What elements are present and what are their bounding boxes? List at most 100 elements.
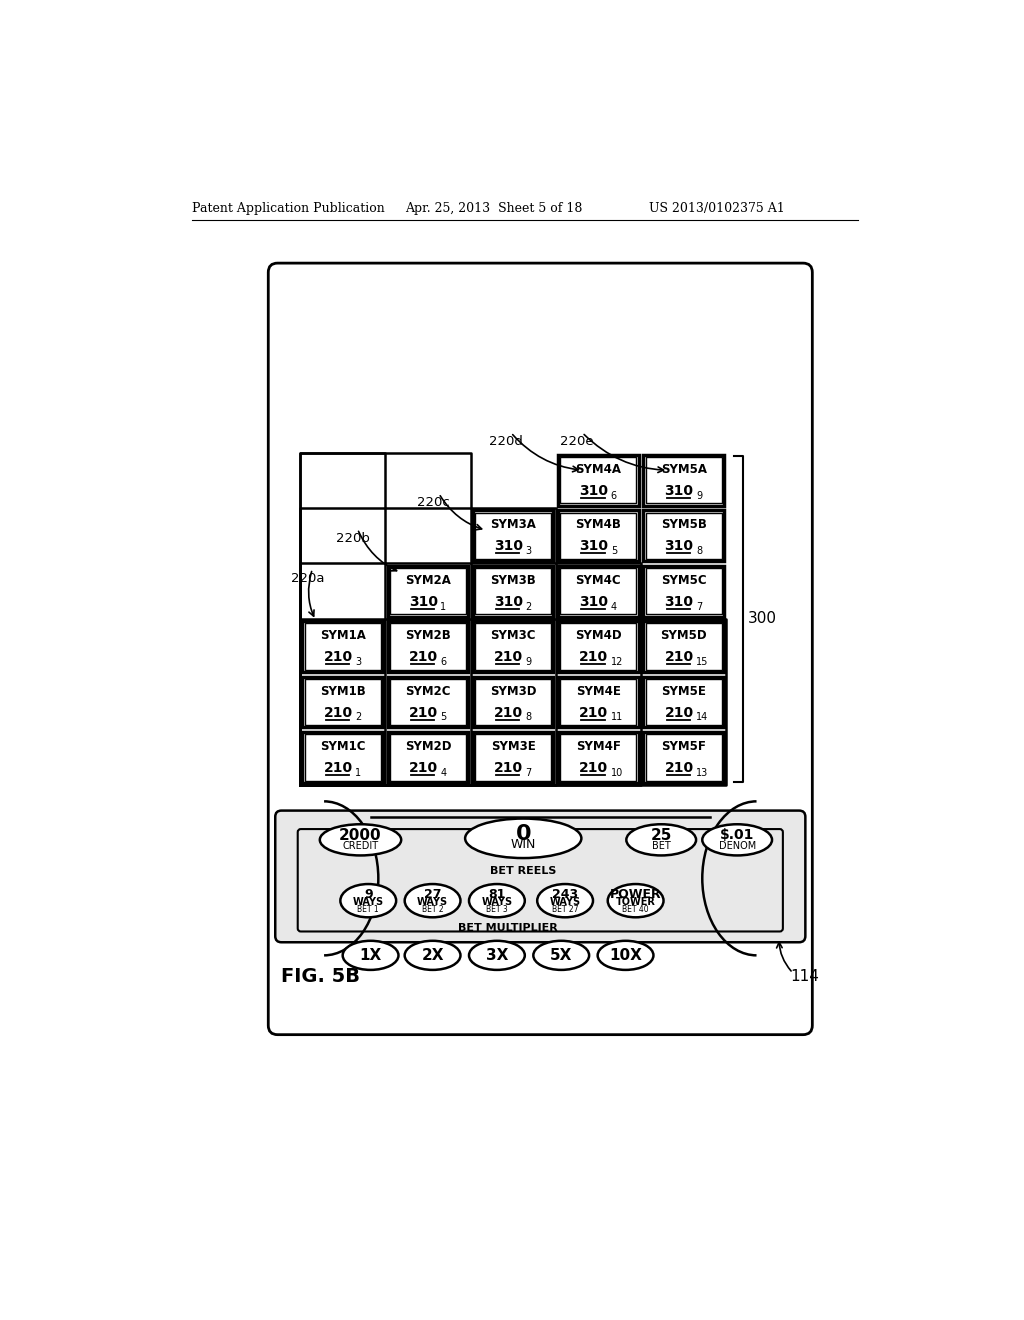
- Bar: [305, 734, 381, 780]
- Ellipse shape: [319, 824, 401, 855]
- Bar: [305, 678, 381, 725]
- Text: Patent Application Publication: Patent Application Publication: [191, 202, 384, 215]
- Text: POWER: POWER: [610, 888, 662, 902]
- Bar: [558, 511, 639, 561]
- Text: SYM4C: SYM4C: [575, 574, 622, 587]
- Text: SYM5D: SYM5D: [660, 630, 707, 643]
- Text: 1: 1: [440, 602, 446, 611]
- Text: 210: 210: [409, 762, 438, 775]
- Text: 2: 2: [355, 713, 361, 722]
- Text: BET REELS: BET REELS: [490, 866, 556, 875]
- Text: SYM3C: SYM3C: [490, 630, 536, 643]
- Bar: [558, 733, 639, 783]
- Text: SYM3E: SYM3E: [490, 741, 536, 754]
- Text: SYM4D: SYM4D: [575, 630, 622, 643]
- Text: 210: 210: [665, 762, 693, 775]
- Ellipse shape: [469, 884, 525, 917]
- Text: 210: 210: [494, 762, 523, 775]
- Text: 310: 310: [580, 540, 608, 553]
- Text: 6: 6: [440, 657, 446, 667]
- Bar: [475, 678, 551, 725]
- Text: 310: 310: [580, 484, 608, 498]
- Bar: [558, 622, 639, 672]
- FancyBboxPatch shape: [268, 263, 812, 1035]
- Bar: [646, 623, 722, 669]
- Text: 210: 210: [324, 651, 352, 664]
- Bar: [473, 566, 554, 616]
- Text: FIG. 5B: FIG. 5B: [282, 968, 360, 986]
- Text: 9: 9: [696, 491, 702, 500]
- Bar: [560, 734, 636, 780]
- Text: 1: 1: [355, 768, 361, 777]
- Text: SYM5B: SYM5B: [660, 519, 707, 532]
- Text: 9: 9: [364, 888, 373, 902]
- Text: 210: 210: [409, 706, 438, 719]
- Text: 2X: 2X: [421, 948, 443, 962]
- Ellipse shape: [404, 941, 461, 970]
- Bar: [390, 568, 466, 614]
- Text: 8: 8: [525, 713, 531, 722]
- Text: SYM3B: SYM3B: [490, 574, 536, 587]
- Text: SYM5C: SYM5C: [660, 574, 707, 587]
- Text: 3: 3: [355, 657, 361, 667]
- Bar: [560, 568, 636, 614]
- Ellipse shape: [534, 941, 589, 970]
- Bar: [388, 733, 468, 783]
- Text: BET 2: BET 2: [422, 906, 443, 915]
- Text: SYM1C: SYM1C: [319, 741, 366, 754]
- Bar: [646, 734, 722, 780]
- Text: BET: BET: [652, 841, 671, 851]
- Text: 310: 310: [665, 540, 693, 553]
- Bar: [390, 678, 466, 725]
- Bar: [473, 622, 554, 672]
- Text: 210: 210: [580, 762, 608, 775]
- Text: 9: 9: [525, 657, 531, 667]
- Text: SYM3A: SYM3A: [490, 519, 537, 532]
- Text: 11: 11: [611, 713, 623, 722]
- Text: BET 3: BET 3: [486, 906, 508, 915]
- Text: 81: 81: [488, 888, 506, 902]
- Bar: [643, 455, 724, 506]
- Text: 4: 4: [440, 768, 446, 777]
- Bar: [646, 568, 722, 614]
- Bar: [560, 512, 636, 558]
- Text: CREDIT: CREDIT: [342, 841, 379, 851]
- Text: 210: 210: [665, 651, 693, 664]
- Bar: [388, 566, 468, 616]
- Text: SYM2A: SYM2A: [404, 574, 451, 587]
- Ellipse shape: [598, 941, 653, 970]
- Text: WAYS: WAYS: [481, 898, 512, 907]
- Ellipse shape: [343, 941, 398, 970]
- Ellipse shape: [702, 824, 772, 855]
- Bar: [560, 623, 636, 669]
- Text: WAYS: WAYS: [417, 898, 449, 907]
- Bar: [388, 677, 468, 727]
- Ellipse shape: [469, 941, 525, 970]
- Text: 210: 210: [409, 651, 438, 664]
- Text: 12: 12: [611, 657, 624, 667]
- Bar: [390, 623, 466, 669]
- Ellipse shape: [538, 884, 593, 917]
- Bar: [305, 623, 381, 669]
- Text: SYM5F: SYM5F: [662, 741, 707, 754]
- Bar: [390, 734, 466, 780]
- Bar: [475, 568, 551, 614]
- Text: 310: 310: [494, 540, 523, 553]
- Ellipse shape: [627, 824, 696, 855]
- Bar: [302, 733, 383, 783]
- Text: $.01: $.01: [720, 828, 755, 842]
- Text: 1X: 1X: [359, 948, 382, 962]
- Text: 210: 210: [580, 651, 608, 664]
- Text: 220a: 220a: [291, 572, 325, 585]
- Text: 310: 310: [665, 484, 693, 498]
- Text: 5: 5: [440, 713, 446, 722]
- Text: 4: 4: [611, 602, 616, 611]
- Ellipse shape: [607, 884, 664, 917]
- Text: SYM5E: SYM5E: [662, 685, 707, 698]
- Text: WAYS: WAYS: [352, 898, 384, 907]
- Bar: [388, 622, 468, 672]
- Text: 310: 310: [494, 595, 523, 609]
- Text: 310: 310: [665, 595, 693, 609]
- Text: SYM3D: SYM3D: [489, 685, 537, 698]
- Text: TOWER: TOWER: [615, 898, 655, 907]
